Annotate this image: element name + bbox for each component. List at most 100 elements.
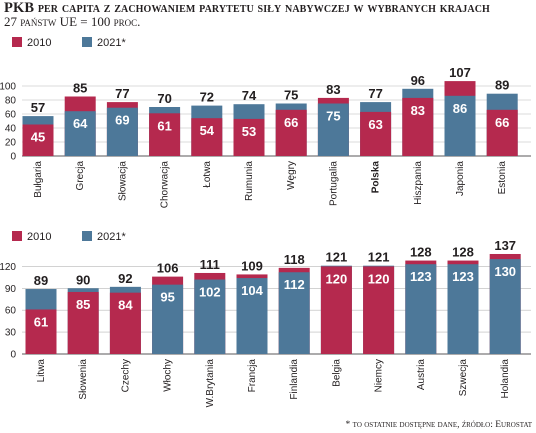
data-label-2010: 66: [495, 115, 509, 130]
data-label-2021: 77: [368, 86, 382, 101]
chart-title: PKB per capita z zachowaniem parytetu si…: [4, 0, 490, 16]
data-label-2021: 112: [284, 277, 305, 292]
bar-2010: [22, 124, 54, 156]
data-label-2010: 66: [284, 115, 298, 130]
data-label-2010: 106: [157, 261, 179, 276]
data-label-2010: 120: [368, 271, 390, 286]
data-label-2021: 90: [76, 272, 90, 287]
bar-2021: [106, 107, 138, 156]
data-label-2010: 83: [411, 103, 425, 118]
data-label-2021: 74: [242, 88, 257, 103]
data-label-2021: 69: [115, 113, 129, 128]
data-label-2010: 61: [34, 314, 48, 329]
data-label-2021: 92: [118, 271, 132, 286]
bar-2010: [320, 266, 352, 354]
bar-2010: [233, 118, 265, 156]
y-tick-label: 100: [0, 82, 16, 93]
y-tick-label: 60: [5, 110, 17, 121]
x-category-label: Niemcy: [374, 359, 385, 392]
data-label-2021: 121: [326, 250, 348, 265]
x-category-label: Polska: [371, 161, 382, 194]
x-category-label: Francja: [247, 359, 258, 393]
data-label-2010: 85: [73, 81, 87, 96]
y-tick-label: 120: [0, 262, 16, 273]
x-category-label: Rumunia: [244, 161, 255, 201]
legend-label-2021: 2021*: [97, 37, 126, 49]
bar-2010: [191, 118, 223, 156]
data-label-2021: 75: [326, 109, 340, 124]
bar-2021: [152, 284, 184, 354]
data-label-2010: 53: [242, 124, 256, 139]
data-label-2021: 123: [452, 269, 474, 284]
data-label-2010: 128: [410, 245, 432, 260]
x-category-label: Bułgaria: [33, 161, 44, 198]
x-category-label: Słowacja: [117, 161, 128, 201]
x-category-label: Węgry: [286, 161, 297, 190]
x-category-label: Austria: [416, 359, 427, 391]
x-category-label: Estonia: [497, 161, 508, 195]
y-tick-label: 0: [10, 152, 16, 163]
data-label-2021: 75: [284, 88, 298, 103]
x-category-label: Chorwacja: [160, 161, 171, 209]
data-label-2010: 109: [241, 258, 263, 273]
bar-2021: [405, 264, 437, 354]
x-category-label: Łotwa: [202, 161, 213, 188]
legend-label-2010: 2010: [27, 231, 51, 243]
data-label-2010: 63: [368, 117, 382, 132]
data-label-2021: 72: [200, 90, 214, 105]
bar-2021: [64, 111, 96, 156]
legend-label-2010: 2010: [27, 37, 51, 49]
bar-2010: [25, 309, 57, 354]
bar-2021: [317, 103, 349, 156]
x-category-label: Grecja: [75, 161, 86, 191]
x-category-label: Japonia: [455, 161, 466, 196]
bar-2010: [67, 291, 99, 354]
y-tick-label: 30: [5, 328, 17, 339]
footnote: * to ostatnie dostępne dane, źródło: Eur…: [345, 420, 532, 430]
data-label-2021: 130: [494, 264, 516, 279]
data-label-2010: 137: [494, 238, 516, 253]
data-label-2021: 64: [73, 116, 88, 131]
data-label-2010: 83: [326, 82, 340, 97]
data-label-2021: 89: [34, 273, 48, 288]
data-label-2010: 107: [449, 65, 471, 80]
x-category-label: Szwecja: [458, 359, 469, 397]
bar-2021: [194, 279, 226, 354]
data-label-2010: 77: [115, 86, 129, 101]
x-category-label: Litwa: [36, 359, 47, 383]
data-label-2021: 89: [495, 78, 509, 93]
bar-2021: [278, 272, 310, 354]
data-label-2021: 123: [410, 269, 432, 284]
data-label-2021: 70: [157, 91, 171, 106]
bar-2010: [149, 113, 181, 156]
x-category-label: Czechy: [120, 359, 131, 392]
y-tick-label: 90: [5, 284, 17, 295]
x-category-label: Holandia: [500, 359, 511, 399]
bar-2010: [275, 109, 307, 156]
data-label-2021: 96: [411, 73, 425, 88]
y-tick-label: 0: [10, 350, 16, 361]
x-category-label: Słowenia: [78, 359, 89, 400]
x-category-label: W.Brytania: [205, 359, 216, 408]
data-label-2010: 54: [200, 123, 215, 138]
bar-2021: [444, 95, 476, 156]
y-tick-label: 20: [5, 138, 17, 149]
y-tick-label: 80: [5, 96, 17, 107]
data-label-2010: 84: [118, 298, 133, 313]
x-category-label: Portugalia: [328, 161, 339, 206]
x-category-label: Hiszpania: [413, 161, 424, 205]
data-label-2021: 95: [160, 290, 174, 305]
data-label-2010: 85: [76, 297, 90, 312]
data-label-2010: 128: [452, 245, 474, 260]
data-label-2021: 104: [241, 283, 263, 298]
x-category-label: Belgia: [331, 359, 342, 387]
y-tick-label: 40: [5, 124, 17, 135]
chart-subtitle: 27 państw UE = 100 proc.: [4, 14, 141, 29]
data-label-2021: 86: [453, 101, 467, 116]
legend-swatch-2010: [12, 37, 22, 47]
data-label-2021: 57: [31, 100, 45, 115]
data-label-2010: 118: [284, 252, 305, 267]
x-category-label: Finlandia: [289, 359, 300, 400]
data-label-2010: 111: [200, 257, 220, 272]
